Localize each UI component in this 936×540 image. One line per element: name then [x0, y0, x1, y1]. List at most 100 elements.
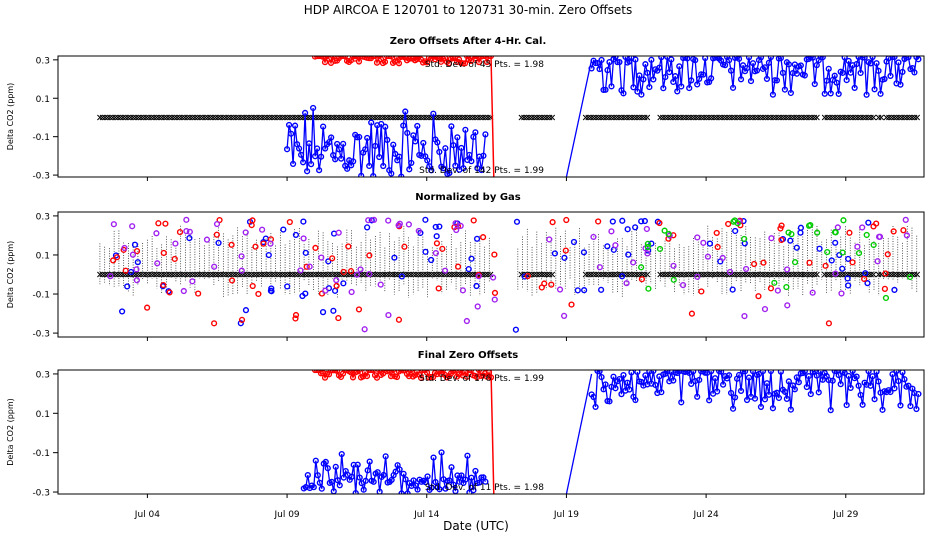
reference-mark — [181, 271, 188, 278]
blue-point — [827, 407, 834, 414]
reference-mark — [590, 271, 597, 278]
blue-point — [767, 56, 775, 61]
blue-point — [652, 381, 659, 389]
y-tick-label: 0.1 — [36, 95, 50, 105]
blue-point — [905, 56, 912, 61]
reference-mark — [729, 271, 735, 278]
reference-mark — [808, 114, 815, 121]
blue-point — [853, 60, 860, 68]
blue-point — [847, 69, 854, 76]
red-point — [333, 282, 340, 290]
blue-point — [616, 58, 623, 66]
red-point — [884, 251, 891, 258]
reference-mark — [734, 114, 741, 121]
blue-point — [344, 165, 351, 172]
reference-mark — [109, 114, 116, 121]
reference-mark — [163, 114, 170, 121]
green-point — [730, 218, 737, 225]
blue-point — [785, 61, 792, 68]
reference-mark — [230, 114, 237, 121]
red-point — [688, 310, 696, 317]
blue-point — [356, 474, 363, 481]
blue-point — [765, 59, 773, 66]
blue-point — [396, 153, 403, 160]
reference-mark — [210, 114, 216, 121]
red-point — [355, 58, 363, 65]
red-point — [248, 221, 255, 229]
panel-frame — [57, 369, 925, 495]
x-tick-label: Jul 19 — [553, 510, 579, 520]
blue-point — [422, 248, 429, 255]
red-series-line — [314, 56, 491, 66]
reference-mark — [230, 271, 237, 278]
blue-point — [676, 370, 683, 375]
reference-mark — [593, 271, 599, 278]
y-tick-label: -0.1 — [32, 449, 50, 459]
blue-point — [735, 371, 743, 379]
red-point — [329, 255, 336, 262]
blue-point — [915, 390, 922, 398]
blue-point — [450, 481, 457, 488]
purple-point — [452, 220, 459, 227]
blue-point — [422, 479, 429, 486]
blue-point — [781, 388, 788, 395]
reference-mark — [544, 114, 550, 121]
blue-point — [350, 461, 357, 468]
purple-point — [238, 253, 245, 260]
red-point — [548, 281, 555, 288]
purple-point — [679, 282, 687, 289]
reference-mark — [636, 271, 643, 278]
reference-mark — [605, 271, 612, 278]
reference-mark — [891, 114, 897, 121]
reference-mark — [821, 114, 828, 121]
blue-point — [816, 245, 823, 252]
blue-point — [404, 490, 411, 494]
reference-mark — [814, 114, 820, 121]
reference-mark — [467, 271, 473, 278]
blue-point — [372, 142, 379, 150]
blue-transition-line — [565, 59, 593, 177]
red-point — [698, 288, 705, 295]
reference-mark — [796, 114, 802, 121]
blue-point — [638, 218, 645, 225]
blue-point — [619, 217, 626, 224]
reference-mark — [752, 271, 759, 278]
blue-point — [841, 370, 848, 377]
reference-mark — [446, 271, 453, 278]
reference-mark — [528, 114, 535, 121]
blue-point — [650, 370, 657, 375]
figure-title: HDP AIRCOA E 120701 to 120731 30-min. Ze… — [304, 3, 633, 17]
blue-point — [895, 59, 902, 66]
purple-point — [768, 235, 775, 242]
purple-point — [357, 266, 364, 273]
reference-mark — [325, 271, 332, 278]
purple-point — [854, 243, 861, 250]
purple-point — [874, 258, 881, 265]
blue-point — [849, 370, 856, 375]
blue-point — [400, 122, 407, 129]
purple-point — [353, 271, 361, 278]
blue-point — [763, 75, 771, 83]
reference-mark — [405, 271, 412, 278]
reference-mark — [801, 114, 807, 121]
purple-point — [189, 278, 196, 285]
blue-point — [454, 134, 461, 141]
reference-mark — [143, 114, 150, 121]
blue-point — [641, 217, 648, 225]
blue-point — [887, 72, 894, 79]
red-point — [439, 245, 446, 252]
blue-point — [642, 61, 649, 68]
red-point — [401, 243, 408, 250]
red-point — [176, 229, 184, 236]
blue-point — [308, 161, 315, 168]
reference-mark — [284, 271, 291, 278]
reference-mark — [767, 271, 774, 278]
reference-mark — [803, 271, 810, 278]
blue-point — [708, 370, 715, 375]
red-point — [340, 268, 347, 276]
reference-mark — [626, 271, 633, 278]
y-axis-label: Delta CO2 (ppm) — [6, 83, 15, 151]
blue-point — [680, 56, 687, 62]
blue-point — [402, 108, 409, 115]
red-point — [822, 262, 829, 269]
